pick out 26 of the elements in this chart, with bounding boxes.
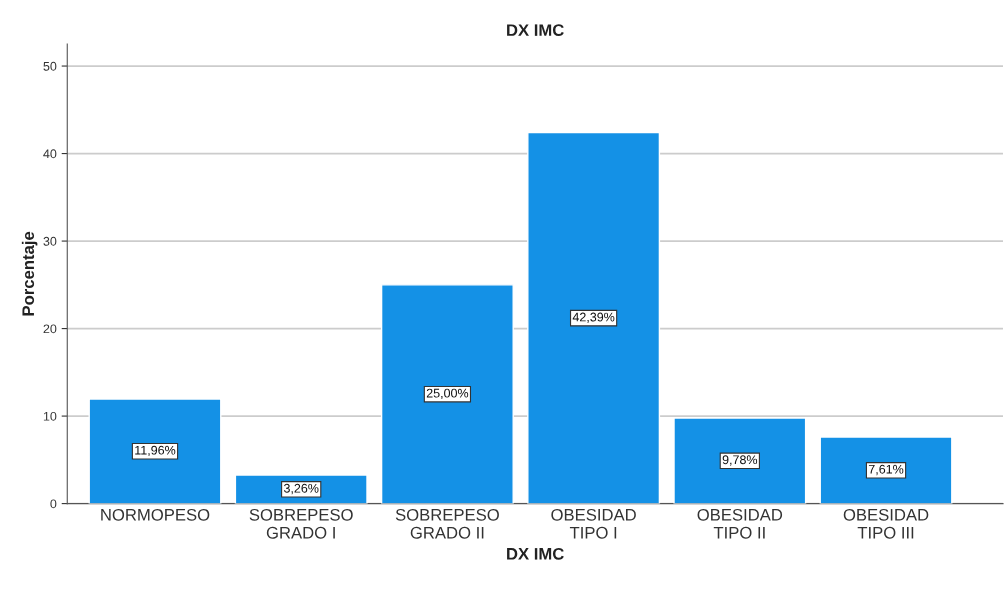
x-tick-label: SOBREPESO GRADO II — [395, 508, 499, 539]
x-tick-label: OBESIDAD TIPO III — [843, 508, 929, 539]
bar — [527, 131, 661, 504]
y-tick-label: 0 — [50, 499, 57, 509]
bar — [88, 398, 222, 504]
x-tick-label: OBESIDAD TIPO II — [697, 508, 783, 539]
data-label: 42,39% — [572, 312, 615, 323]
y-tick-label: 30 — [43, 236, 57, 246]
x-tick-label: SOBREPESO GRADO I — [249, 508, 353, 539]
y-tick-label: 40 — [43, 149, 57, 159]
data-label: 11,96% — [135, 445, 176, 457]
data-label: 9,78% — [722, 455, 758, 466]
y-tick-label: 10 — [43, 411, 57, 421]
x-axis-title: DX IMC — [507, 547, 564, 560]
data-label: 7,61% — [868, 464, 904, 476]
bar — [819, 436, 953, 504]
data-label: 3,26% — [283, 483, 319, 495]
x-tick-label: NORMOPESO — [101, 508, 210, 521]
data-label: 25,00% — [426, 388, 469, 400]
y-axis-title: Porcentaje — [21, 231, 38, 316]
y-tick-label: 20 — [43, 324, 57, 334]
chart-title: DX IMC — [507, 24, 564, 37]
bar — [673, 417, 807, 504]
x-tick-label: OBESIDAD TIPO I — [551, 508, 636, 539]
bar — [380, 284, 514, 504]
y-tick-label: 50 — [43, 61, 57, 71]
